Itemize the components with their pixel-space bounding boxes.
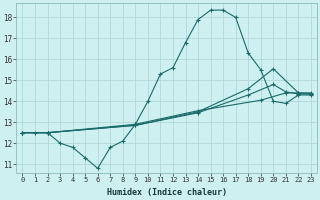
X-axis label: Humidex (Indice chaleur): Humidex (Indice chaleur) [107,188,227,197]
